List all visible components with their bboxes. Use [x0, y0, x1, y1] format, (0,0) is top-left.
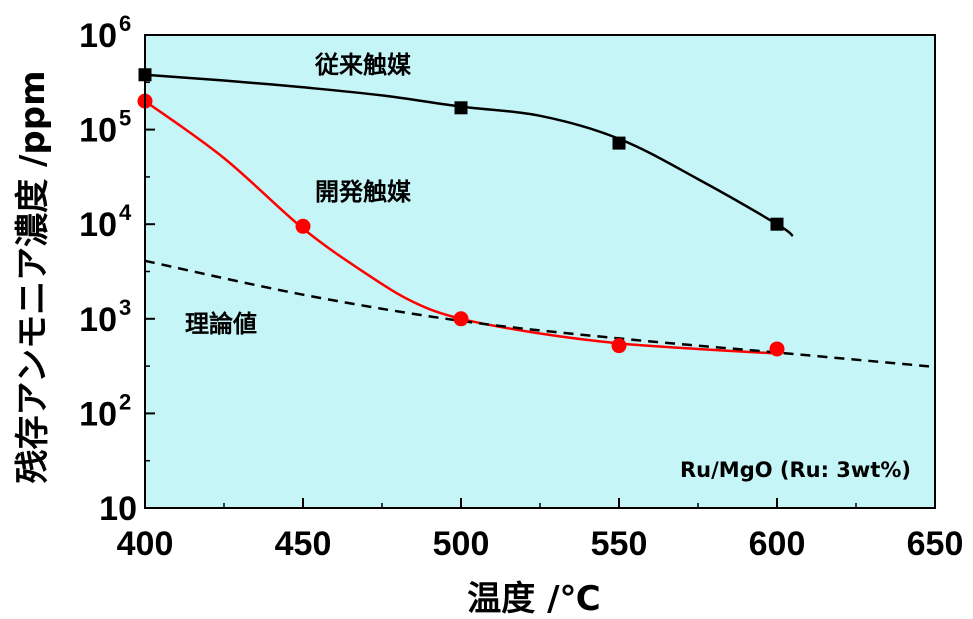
y-tick-label: 10 — [79, 206, 117, 244]
x-tick-label: 550 — [591, 525, 648, 563]
y-tick-label: 10 — [99, 490, 137, 528]
y-tick-exponent: 2 — [119, 389, 131, 414]
data-point-circle — [769, 341, 785, 357]
y-tick-exponent: 5 — [119, 106, 131, 131]
data-point-square — [770, 217, 784, 231]
annotation-developed: 開発触媒 — [315, 178, 412, 206]
y-tick-exponent: 3 — [119, 295, 131, 320]
data-point-square — [454, 101, 468, 115]
data-point-circle — [295, 218, 311, 234]
y-tick-label: 10 — [79, 395, 117, 433]
x-tick-label: 600 — [749, 525, 806, 563]
y-axis-title: 残存アンモニア濃度 /ppm — [13, 71, 53, 484]
x-tick-label: 650 — [907, 525, 964, 563]
data-point-circle — [611, 338, 627, 354]
data-markers — [137, 68, 785, 357]
plot-area — [145, 35, 935, 508]
x-tick-label: 450 — [275, 525, 332, 563]
x-axis-title: 温度 /℃ — [467, 579, 600, 619]
y-tick-exponent: 4 — [119, 200, 132, 225]
series-line-1 — [144, 100, 778, 355]
data-point-circle — [453, 311, 469, 327]
x-tick-label: 400 — [117, 525, 174, 563]
y-tick-exponent: 6 — [119, 11, 131, 36]
annotation-catalyst: Ru/MgO (Ru: 3wt%) — [680, 458, 911, 482]
series-line-2 — [144, 259, 936, 369]
y-tick-label: 10 — [79, 17, 117, 55]
annotation-theory: 理論値 — [185, 310, 257, 338]
annotation-conventional: 従来触媒 — [314, 51, 412, 79]
data-point-square — [612, 136, 626, 150]
series-line-0 — [144, 73, 794, 237]
fit-curves — [144, 73, 936, 369]
y-tick-label: 10 — [79, 301, 117, 339]
y-tick-label: 10 — [79, 112, 117, 150]
x-tick-label: 500 — [433, 525, 490, 563]
